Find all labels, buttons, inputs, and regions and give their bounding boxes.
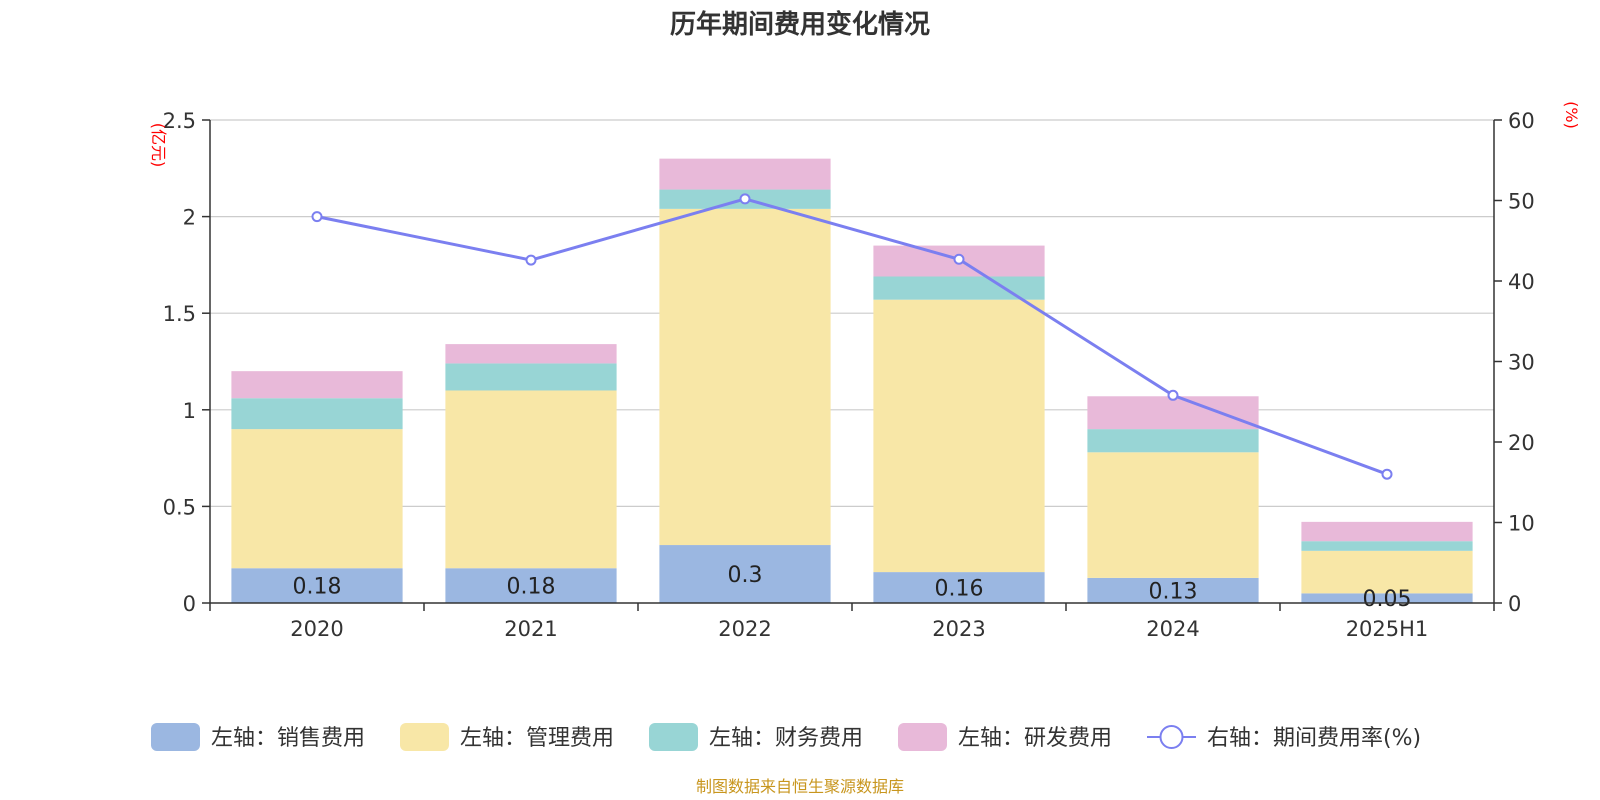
bar-segment — [659, 545, 831, 603]
bar-segment — [445, 568, 617, 603]
legend-label: 左轴：管理费用 — [460, 726, 614, 751]
x-axis-tick-label: 2021 — [504, 617, 557, 641]
rate-point — [525, 254, 537, 266]
right-axis-tick-label: 20 — [1508, 431, 1535, 455]
bar-segment — [873, 276, 1045, 300]
bar-data-label: 0.3 — [728, 563, 763, 588]
grid-lines — [210, 119, 1494, 507]
right-axis-tick-label: 60 — [1508, 109, 1535, 133]
right-axis-tick-label: 30 — [1508, 351, 1535, 375]
legend-line-marker — [1159, 725, 1184, 749]
bar-data-label: 0.16 — [935, 577, 984, 602]
legend: 左轴：销售费用 左轴：管理费用 左轴：财务费用 左轴：研发费用 右轴：期间费用率(%) — [151, 723, 1421, 751]
left-axis-tick-label: 2.5 — [163, 109, 196, 133]
right-axis-tick-label: 40 — [1508, 270, 1535, 294]
bar-segment — [1087, 429, 1259, 453]
rate-point — [311, 211, 323, 223]
bar-data-label: 0.18 — [293, 575, 342, 600]
bar-segment — [659, 208, 831, 546]
bar-segment — [1301, 541, 1473, 551]
legend-swatch — [649, 723, 698, 751]
legend-swatch — [898, 723, 947, 751]
legend-swatch — [151, 723, 200, 751]
source-note: 制图数据来自恒生聚源数据库 — [696, 777, 904, 796]
bar-segment — [1087, 396, 1259, 430]
x-axis-tick-label: 2025H1 — [1346, 617, 1429, 641]
rate-line — [316, 197, 1388, 476]
rate-point — [953, 253, 965, 265]
right-axis-tick-label: 0 — [1508, 592, 1521, 616]
legend-label: 左轴：财务费用 — [709, 726, 863, 751]
x-axis-tick-label: 2023 — [932, 617, 985, 641]
rate-point — [1167, 389, 1179, 401]
bar-segment — [231, 429, 403, 569]
bar-segment — [1087, 577, 1259, 603]
bars — [231, 158, 1473, 603]
bar-segment — [1301, 550, 1473, 594]
bar-segment — [873, 572, 1045, 603]
x-axis-tick-label: 2022 — [718, 617, 771, 641]
bar-segment — [1301, 593, 1473, 603]
x-axis-tick-label: 2020 — [290, 617, 343, 641]
bar-segment — [1301, 521, 1473, 542]
bar-segment — [231, 371, 403, 399]
bar-segment — [873, 299, 1045, 573]
bar-data-label: 0.13 — [1149, 579, 1198, 604]
chart-title: 历年期间费用变化情况 — [670, 9, 930, 40]
rate-point — [1381, 468, 1393, 480]
bar-segment — [445, 363, 617, 391]
left-axis-unit: (亿元) — [149, 123, 168, 168]
bar-segment — [659, 158, 831, 190]
x-axis-tick-label: 2024 — [1146, 617, 1199, 641]
right-axis-unit: (%) — [1562, 101, 1581, 129]
right-axis-tick-label: 50 — [1508, 190, 1535, 214]
bar-data-label: 0.05 — [1363, 587, 1412, 612]
bar-segment — [445, 344, 617, 364]
left-axis-tick-label: 1.5 — [163, 302, 196, 326]
legend-label: 左轴：研发费用 — [958, 726, 1112, 751]
bar-segment — [445, 390, 617, 569]
legend-label: 左轴：销售费用 — [211, 726, 365, 751]
bar-data-label: 0.18 — [507, 575, 556, 600]
bar-segment — [231, 568, 403, 603]
legend-swatch — [400, 723, 449, 751]
right-axis-tick-label: 10 — [1508, 512, 1535, 536]
left-axis-tick-label: 1 — [183, 399, 196, 423]
left-axis-tick-label: 0.5 — [163, 495, 196, 519]
rate-point — [739, 193, 751, 205]
bar-segment — [231, 398, 403, 430]
rate-line-series — [311, 193, 1393, 480]
bar-segment — [1087, 452, 1259, 578]
left-axis-tick-label: 0 — [183, 592, 196, 616]
left-axis-tick-label: 2 — [183, 206, 196, 230]
axes: 0 0.5 1 1.5 2 2.5 0 10 20 30 40 50 60 2020 2021 2022 202… — [163, 109, 1535, 641]
bar-data-labels: 0.18 0.18 0.3 0.16 0.13 0.05 — [293, 563, 1412, 612]
legend-label: 右轴：期间费用率(%) — [1207, 726, 1421, 751]
